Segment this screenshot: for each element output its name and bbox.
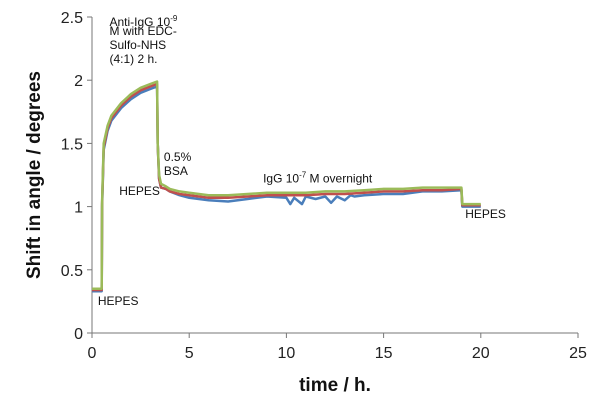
x-tick-label: 5 — [185, 345, 194, 362]
axes: 0 5 10 15 20 25 0 0.5 1 1.5 2 2.5 — [61, 10, 587, 362]
series-group — [92, 80, 481, 293]
annotation-1: Anti-IgG 10-9 M with EDC-Sulfo-NHS (4:1) 2… — [109, 14, 177, 66]
annotations: Anti-IgG 10-9 M with EDC-Sulfo-NHS (4:1) 2… — [98, 14, 506, 308]
x-tick-label: 15 — [375, 345, 393, 362]
y-tick-label: 2 — [74, 73, 83, 90]
y-tick-label: 2.5 — [61, 10, 83, 27]
y-tick-label: 1 — [74, 200, 83, 217]
annotation-3: HEPES — [119, 184, 160, 198]
x-tick-label: 0 — [88, 345, 97, 362]
series-line-2 — [92, 82, 481, 292]
x-tick-label: 20 — [472, 345, 490, 362]
x-axis-title: time / h. — [299, 375, 371, 396]
annotation-5: HEPES — [465, 207, 506, 221]
series-line-3 — [92, 80, 481, 291]
y-tick-label: 0 — [74, 326, 83, 343]
y-axis-title: Shift in angle / degrees — [24, 71, 45, 279]
annotation-4: IgG 10-7 M overnight — [263, 171, 373, 186]
annotation-2: 0.5% BSA — [164, 150, 192, 178]
x-tick-label: 10 — [278, 345, 296, 362]
series-line-1 — [92, 85, 481, 293]
x-tick-label: 25 — [569, 345, 587, 362]
y-tick-label: 0.5 — [61, 263, 83, 280]
annotation-6: HEPES — [98, 294, 139, 308]
y-tick-label: 1.5 — [61, 136, 83, 153]
